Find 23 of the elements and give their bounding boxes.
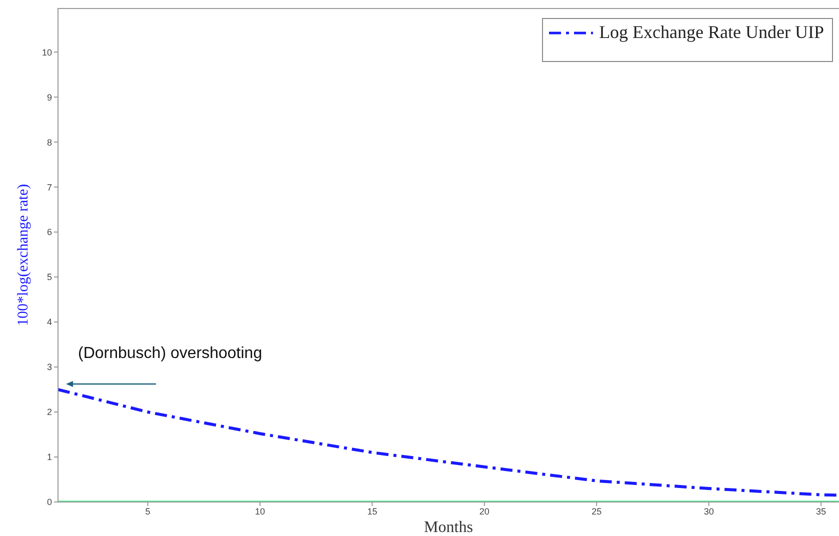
x-tick-label: 5 xyxy=(145,506,150,516)
x-axis-title: Months xyxy=(424,519,473,536)
x-tick-label: 10 xyxy=(254,506,265,516)
y-tick-label: 2 xyxy=(46,407,52,418)
x-tick-label: 30 xyxy=(704,506,714,516)
x-tick-label: 15 xyxy=(367,506,378,516)
y-axis-title: 100*log(exchange rate) xyxy=(15,184,32,326)
y-tick-label: 3 xyxy=(46,362,52,372)
y-tick-label: 7 xyxy=(46,182,52,192)
x-tick-label: 25 xyxy=(592,506,602,516)
y-tick-label: 10 xyxy=(42,47,52,58)
y-tick-label: 6 xyxy=(46,227,52,238)
y-tick-label: 4 xyxy=(46,317,52,328)
x-tick-label: 35 xyxy=(816,506,826,516)
x-tick-label: 20 xyxy=(479,506,490,516)
legend-label: Log Exchange Rate Under UIP xyxy=(599,22,824,43)
y-tick-label: 1 xyxy=(46,452,52,462)
y-tick-label: 9 xyxy=(46,92,52,102)
y-tick-label: 0 xyxy=(46,497,52,508)
y-tick-label: 5 xyxy=(46,272,52,282)
line-series xyxy=(58,388,839,497)
annotation: (Dornbusch) overshooting xyxy=(78,344,262,363)
y-tick-label: 8 xyxy=(46,137,52,148)
